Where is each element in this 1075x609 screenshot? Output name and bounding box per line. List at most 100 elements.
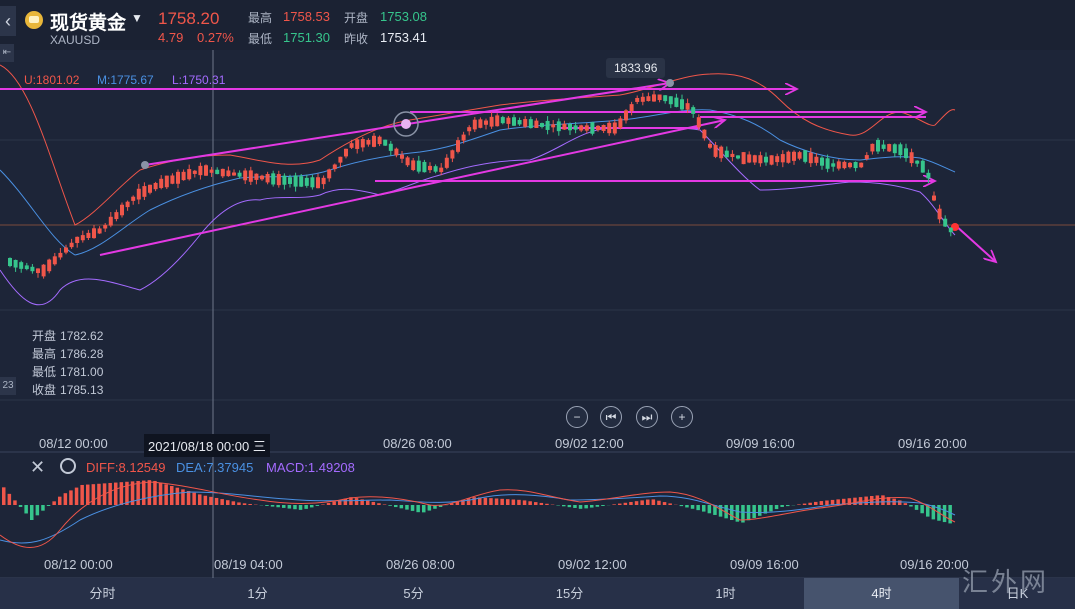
candle xyxy=(881,144,886,149)
tab-5min[interactable]: 5分 xyxy=(403,586,424,601)
instrument-title[interactable]: 现货黄金 xyxy=(50,13,127,34)
macd-bar xyxy=(769,505,773,512)
candle xyxy=(136,188,141,200)
macd-bar xyxy=(186,491,191,505)
macd-bar xyxy=(371,501,376,505)
macd-bar xyxy=(735,505,740,522)
back-arrow-icon[interactable]: ‹ xyxy=(0,6,16,36)
trendline-annotations[interactable] xyxy=(0,83,996,262)
last-price: 1758.20 xyxy=(158,9,220,28)
candle xyxy=(187,169,192,180)
macd-x-tick: 08/26 08:00 xyxy=(386,557,455,572)
candle xyxy=(920,160,925,173)
macd-bar xyxy=(534,502,538,505)
candle xyxy=(646,96,651,102)
candle xyxy=(226,170,231,177)
macd-bar xyxy=(354,498,359,505)
gold-icon xyxy=(25,11,43,29)
macd-bar xyxy=(214,497,219,505)
macd-bar xyxy=(786,505,790,507)
candle xyxy=(500,117,505,124)
candle xyxy=(657,94,662,101)
trendline-handle[interactable] xyxy=(393,111,419,137)
candle xyxy=(388,143,393,151)
ohlc-open-label: 开盘 xyxy=(32,329,57,343)
candle xyxy=(349,143,354,148)
gear-icon[interactable] xyxy=(60,458,76,474)
candle xyxy=(685,103,690,110)
candle xyxy=(472,119,477,130)
macd-bar xyxy=(875,495,880,505)
candle xyxy=(148,184,152,193)
macd-bar xyxy=(18,505,23,507)
macd-bar xyxy=(920,505,924,514)
candle xyxy=(248,170,253,182)
tab-timeline[interactable]: 分时 xyxy=(89,586,116,601)
tab-4hour[interactable]: 4时 xyxy=(804,578,959,609)
candle xyxy=(478,119,483,128)
macd-bar xyxy=(685,505,689,508)
candle xyxy=(383,139,388,146)
ohlc-high-label: 最高 xyxy=(32,347,57,361)
peak-price-label: 1833.96 xyxy=(606,58,666,78)
candle xyxy=(618,118,623,129)
candle xyxy=(540,123,544,127)
tab-daily[interactable]: 日K xyxy=(1006,586,1029,601)
macd-bar xyxy=(220,499,224,505)
candle xyxy=(433,166,438,172)
candle xyxy=(355,139,360,149)
x-tick: 09/09 16:00 xyxy=(726,436,795,451)
candlestick-chart[interactable] xyxy=(0,0,1075,578)
candle xyxy=(456,140,460,152)
candle xyxy=(495,115,500,127)
close-icon[interactable]: ✕ xyxy=(30,457,46,477)
macd-bar xyxy=(472,497,476,505)
next-page-button[interactable]: ⏭ xyxy=(636,406,658,428)
candle xyxy=(416,160,421,172)
macd-bar xyxy=(741,505,745,523)
macd-bar xyxy=(707,505,712,514)
macd-x-tick: 08/12 00:00 xyxy=(44,557,113,572)
chevron-down-icon[interactable]: ▼ xyxy=(131,11,143,25)
candle xyxy=(484,120,488,125)
macd-bar xyxy=(58,496,62,505)
macd-bar xyxy=(713,505,717,515)
tab-1min[interactable]: 1分 xyxy=(247,586,268,601)
candle xyxy=(164,175,169,188)
macd-bar xyxy=(147,480,152,505)
macd-bar xyxy=(758,505,762,516)
tab-1hour[interactable]: 1时 xyxy=(715,586,736,601)
macd-bar xyxy=(466,498,471,505)
zoom-out-button[interactable]: − xyxy=(566,406,588,428)
macd-bar xyxy=(125,481,129,505)
macd-bar xyxy=(819,501,824,505)
trendline-anchor[interactable] xyxy=(666,79,674,87)
macd-bar xyxy=(634,501,639,505)
prev-page-button[interactable]: ⏮ xyxy=(600,406,622,428)
candle xyxy=(176,171,180,184)
candle xyxy=(198,165,203,176)
open-value: 1753.08 xyxy=(380,9,427,24)
tab-15min[interactable]: 15分 xyxy=(555,586,584,601)
zoom-in-button[interactable]: + xyxy=(671,406,693,428)
macd-bar xyxy=(175,487,180,505)
macd-bar xyxy=(522,500,527,505)
macd-bar xyxy=(752,505,756,519)
candle xyxy=(892,144,897,154)
candle xyxy=(204,165,208,176)
macd-bar xyxy=(489,498,493,505)
chart-area xyxy=(0,50,1075,435)
candle xyxy=(428,165,432,171)
candle xyxy=(909,152,914,164)
candle xyxy=(932,195,936,201)
macd-bar xyxy=(690,505,695,509)
macd-bar xyxy=(763,505,768,514)
candle xyxy=(724,150,729,158)
candle xyxy=(635,97,640,102)
trendline-anchor[interactable] xyxy=(141,161,149,169)
collapse-icon[interactable]: ⇤ xyxy=(0,44,14,62)
macd-bar xyxy=(914,505,919,510)
candle xyxy=(579,125,584,131)
trendline-handle-dot[interactable] xyxy=(401,119,411,129)
candle xyxy=(523,119,528,127)
